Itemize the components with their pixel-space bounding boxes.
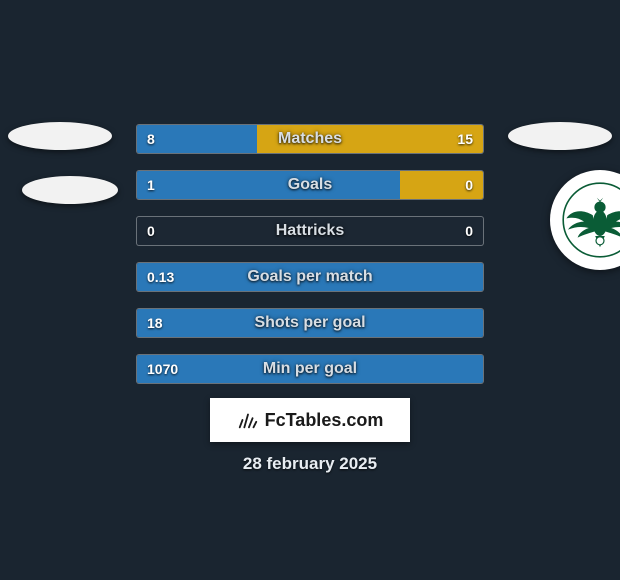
infographic-root: Arnold Adrien vs Deghmoum Club competiti… [0, 0, 620, 580]
bar-left-fill [137, 309, 483, 337]
stat-label: Hattricks [137, 217, 483, 245]
eagle-icon [560, 180, 620, 260]
bar-left-fill [137, 125, 257, 153]
fctables-badge: FcTables.com [210, 398, 410, 442]
stat-row: Min per goal1070 [136, 354, 484, 384]
bar-right-fill [400, 171, 483, 199]
fctables-logo-icon [237, 409, 259, 431]
fctables-text: FcTables.com [265, 410, 384, 431]
player-oval-left [8, 122, 112, 150]
stat-row: Goals per match0.13 [136, 262, 484, 292]
stat-row: Shots per goal18 [136, 308, 484, 338]
club-crest-right [550, 170, 620, 270]
bar-left-fill [137, 171, 400, 199]
bar-left-fill [137, 355, 483, 383]
stat-value-left: 0 [137, 217, 165, 245]
stat-value-right: 0 [455, 217, 483, 245]
stat-row: Matches815 [136, 124, 484, 154]
bar-left-fill [137, 263, 483, 291]
stat-row: Goals10 [136, 170, 484, 200]
bar-right-fill [257, 125, 483, 153]
player-oval-left [22, 176, 118, 204]
date-label: 28 february 2025 [0, 454, 620, 474]
player-oval-right [508, 122, 612, 150]
comparison-bars: Matches815 Goals10 Hattricks0 0 Goals per ma… [136, 124, 484, 400]
stat-row: Hattricks0 0 [136, 216, 484, 246]
